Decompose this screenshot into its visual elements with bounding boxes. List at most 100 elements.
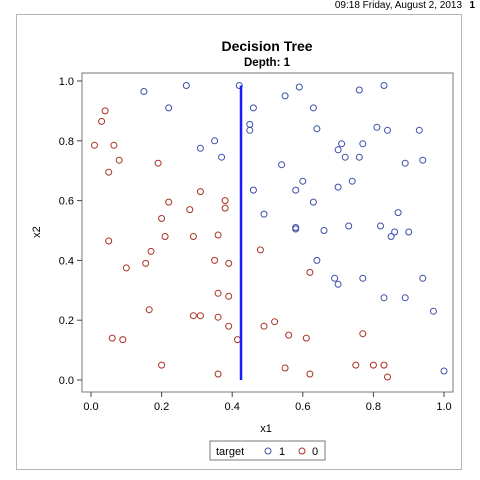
data-point-target-1 — [394, 209, 402, 217]
data-point-target-1 — [355, 153, 363, 161]
data-point-target-0 — [302, 334, 310, 342]
legend-label-0: 0 — [312, 446, 318, 458]
y-tick-label: 1.0 — [59, 76, 74, 88]
data-point-target-0 — [214, 231, 222, 239]
data-point-target-0 — [214, 313, 222, 321]
x-tick-label: 0.4 — [225, 401, 240, 413]
data-point-target-0 — [214, 289, 222, 297]
data-point-target-0 — [108, 334, 116, 342]
chart-title: Decision Tree — [221, 38, 312, 54]
data-point-target-0 — [281, 364, 289, 372]
data-point-target-1 — [345, 222, 353, 230]
data-point-target-1 — [359, 274, 367, 282]
data-point-target-1 — [281, 92, 289, 100]
data-point-target-1 — [235, 82, 243, 89]
data-point-target-1 — [391, 228, 399, 236]
data-point-target-1 — [309, 104, 317, 112]
data-point-target-1 — [338, 140, 346, 148]
legend-label-1: 1 — [279, 446, 285, 458]
data-point-target-1 — [295, 83, 303, 91]
data-point-target-0 — [186, 206, 194, 214]
data-point-target-1 — [313, 256, 321, 264]
y-tick-label: 0.4 — [59, 255, 74, 267]
data-point-target-0 — [306, 268, 314, 276]
chart-subtitle: Depth: 1 — [244, 57, 291, 69]
data-point-target-1 — [165, 104, 173, 112]
data-point-target-0 — [380, 361, 388, 369]
data-point-target-1 — [246, 126, 254, 134]
legend-title: target — [216, 446, 244, 458]
legend-marker-1 — [264, 447, 272, 455]
data-point-target-0 — [189, 233, 197, 240]
data-point-target-0 — [165, 198, 173, 206]
data-point-target-0 — [352, 361, 360, 369]
legend: target 1 0 — [209, 440, 326, 461]
data-point-target-1 — [309, 198, 317, 206]
data-point-target-0 — [110, 141, 118, 149]
data-point-target-1 — [313, 125, 321, 133]
data-point-target-0 — [105, 168, 113, 176]
data-point-target-1 — [320, 227, 328, 234]
y-tick-label: 0.2 — [59, 315, 74, 327]
data-point-target-0 — [306, 370, 314, 378]
data-point-target-1 — [429, 307, 437, 315]
data-point-target-0 — [256, 246, 264, 254]
data-point-target-0 — [196, 312, 204, 320]
y-axis: 0.0 0.2 0.4 0.6 0.8 1.0 — [59, 76, 82, 387]
data-point-target-1 — [260, 210, 268, 218]
data-point-target-1 — [249, 186, 257, 194]
data-point-target-0 — [214, 370, 222, 378]
data-point-target-1 — [292, 225, 300, 233]
x-tick-label: 0.2 — [154, 401, 169, 413]
data-point-target-1 — [359, 140, 367, 148]
data-point-target-1 — [419, 274, 427, 282]
data-point-target-0 — [145, 306, 153, 314]
data-point-target-1 — [377, 222, 384, 230]
data-point-target-1 — [196, 144, 204, 152]
data-point-target-1 — [334, 280, 342, 288]
data-point-target-1 — [331, 274, 339, 282]
data-point-target-0 — [158, 215, 166, 222]
data-point-target-1 — [419, 156, 427, 164]
data-point-target-0 — [369, 361, 377, 369]
data-point-target-0 — [211, 256, 219, 264]
data-point-target-1 — [182, 82, 190, 89]
legend-marker-0 — [298, 447, 306, 455]
x-axis-label: x1 — [260, 423, 272, 435]
data-point-target-0 — [142, 259, 150, 267]
data-point-target-1 — [380, 294, 388, 302]
data-point-target-0 — [122, 264, 130, 272]
data-point-target-0 — [285, 331, 293, 339]
data-point-target-1 — [401, 294, 409, 302]
page-number: 1 — [469, 0, 475, 11]
data-point-target-0 — [225, 292, 233, 300]
y-axis-label: x2 — [31, 226, 43, 238]
data-points — [91, 82, 448, 381]
data-point-target-1 — [211, 137, 219, 145]
data-point-target-1 — [440, 367, 448, 375]
data-point-target-1 — [299, 177, 307, 185]
data-point-target-1 — [405, 228, 413, 236]
data-point-target-1 — [278, 161, 286, 169]
x-tick-label: 0.8 — [366, 401, 381, 413]
data-point-target-0 — [260, 322, 268, 330]
data-point-target-1 — [334, 183, 342, 191]
data-point-target-1 — [401, 159, 409, 167]
y-tick-label: 0.6 — [59, 196, 74, 208]
data-point-target-0 — [161, 233, 169, 240]
x-tick-label: 1.0 — [436, 401, 451, 413]
data-point-target-0 — [221, 197, 229, 205]
data-point-target-0 — [359, 330, 367, 338]
data-point-target-0 — [189, 312, 197, 320]
data-point-target-0 — [225, 322, 233, 330]
data-point-target-1 — [373, 123, 381, 131]
data-point-target-1 — [380, 82, 388, 89]
data-point-target-1 — [384, 126, 391, 134]
data-point-target-1 — [292, 186, 300, 194]
data-point-target-1 — [249, 104, 257, 112]
data-point-target-0 — [91, 141, 98, 149]
data-point-target-0 — [196, 188, 204, 196]
data-point-target-0 — [101, 107, 109, 115]
x-tick-label: 0.6 — [295, 401, 310, 413]
